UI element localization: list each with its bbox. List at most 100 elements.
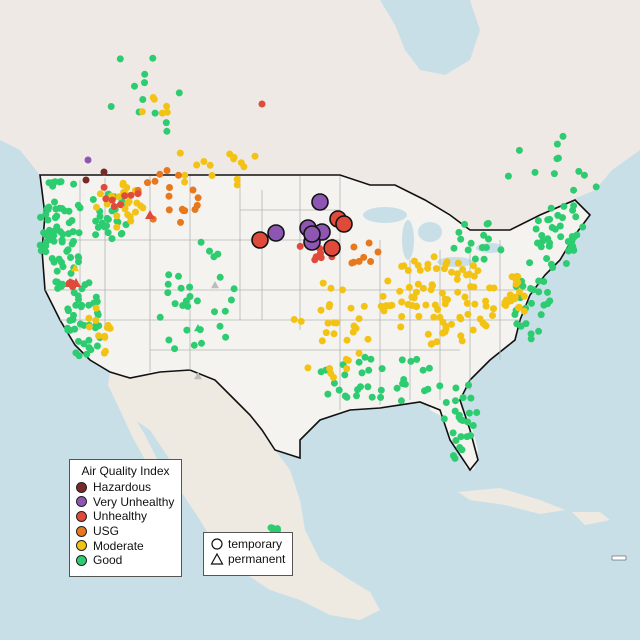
very-unhealthy-monitor[interactable] [84,156,92,164]
good-monitor[interactable] [562,260,570,267]
good-monitor[interactable] [171,345,179,353]
good-monitor[interactable] [117,230,125,238]
moderate-monitor[interactable] [400,262,408,270]
good-monitor[interactable] [442,399,450,406]
moderate-monitor[interactable] [379,292,387,300]
good-monitor[interactable] [89,196,97,203]
good-monitor[interactable] [75,258,82,266]
good-monitor[interactable] [330,379,338,387]
good-monitor[interactable] [63,247,71,255]
good-monitor[interactable] [183,326,191,334]
good-monitor[interactable] [364,383,372,391]
good-monitor[interactable] [451,407,459,415]
good-monitor[interactable] [78,301,86,309]
good-monitor[interactable] [480,255,488,263]
moderate-monitor[interactable] [448,320,455,328]
good-monitor[interactable] [163,127,171,135]
good-monitor[interactable] [80,321,88,329]
good-monitor[interactable] [572,213,580,221]
unhealthy-monitor[interactable] [108,196,116,204]
good-monitor[interactable] [469,422,477,429]
good-monitor[interactable] [222,333,230,341]
unhealthy-monitor[interactable] [100,183,108,191]
moderate-monitor[interactable] [415,312,423,320]
good-monitor[interactable] [547,204,555,212]
good-monitor[interactable] [540,278,548,285]
moderate-monitor[interactable] [317,306,325,314]
good-monitor[interactable] [103,214,111,222]
good-monitor[interactable] [108,235,116,243]
good-monitor[interactable] [543,255,551,262]
moderate-monitor[interactable] [352,324,360,332]
good-monitor[interactable] [141,70,149,78]
good-monitor[interactable] [141,79,148,87]
good-monitor[interactable] [485,235,492,243]
moderate-monitor[interactable] [115,193,123,201]
moderate-monitor[interactable] [424,330,432,338]
good-monitor[interactable] [75,337,82,345]
good-monitor[interactable] [557,233,565,241]
good-monitor[interactable] [473,409,481,416]
good-monitor[interactable] [413,355,421,363]
good-monitor[interactable] [68,217,76,224]
good-monitor[interactable] [51,214,59,222]
moderate-monitor[interactable] [414,261,422,269]
usg-monitor[interactable] [194,194,202,202]
good-monitor[interactable] [556,222,564,230]
good-monitor[interactable] [573,231,581,239]
good-monitor[interactable] [457,416,465,423]
good-monitor[interactable] [483,220,491,228]
good-monitor[interactable] [467,239,475,247]
good-monitor[interactable] [449,429,457,437]
good-monitor[interactable] [58,236,66,244]
moderate-monitor[interactable] [343,365,351,373]
good-monitor[interactable] [165,271,173,279]
good-monitor[interactable] [75,296,82,303]
moderate-monitor[interactable] [454,259,462,267]
good-monitor[interactable] [42,231,50,239]
good-monitor[interactable] [407,357,415,365]
good-monitor[interactable] [368,393,376,401]
good-monitor[interactable] [83,350,91,358]
moderate-monitor[interactable] [113,212,121,220]
moderate-monitor[interactable] [330,319,338,327]
good-monitor[interactable] [58,258,65,266]
moderate-monitor[interactable] [482,297,490,305]
good-monitor[interactable] [227,296,235,304]
smoke-monitor-large[interactable] [311,193,329,211]
moderate-monitor[interactable] [206,161,214,169]
good-monitor[interactable] [425,364,433,372]
moderate-monitor[interactable] [427,286,435,294]
usg-monitor[interactable] [156,170,164,178]
good-monitor[interactable] [398,356,406,364]
good-monitor[interactable] [341,392,349,400]
good-monitor[interactable] [526,259,534,267]
good-monitor[interactable] [527,335,535,343]
moderate-monitor[interactable] [304,364,312,372]
good-monitor[interactable] [186,283,194,291]
good-monitor[interactable] [156,313,164,321]
moderate-monitor[interactable] [93,203,100,211]
good-monitor[interactable] [197,238,205,246]
good-monitor[interactable] [517,322,525,330]
good-monitor[interactable] [399,380,407,388]
good-monitor[interactable] [64,305,72,313]
good-monitor[interactable] [211,308,218,316]
good-monitor[interactable] [190,341,198,349]
moderate-monitor[interactable] [463,271,470,279]
usg-monitor[interactable] [374,248,382,256]
good-monitor[interactable] [465,409,473,417]
unhealthy-monitor[interactable] [258,100,266,108]
moderate-monitor[interactable] [476,315,484,323]
good-monitor[interactable] [580,171,588,179]
good-monitor[interactable] [547,260,555,268]
good-monitor[interactable] [182,297,190,305]
moderate-monitor[interactable] [163,102,171,110]
good-monitor[interactable] [80,340,88,348]
good-monitor[interactable] [103,222,111,230]
moderate-monitor[interactable] [469,326,477,334]
moderate-monitor[interactable] [471,300,479,308]
moderate-monitor[interactable] [290,316,298,323]
moderate-monitor[interactable] [193,161,201,169]
good-monitor[interactable] [353,392,360,400]
